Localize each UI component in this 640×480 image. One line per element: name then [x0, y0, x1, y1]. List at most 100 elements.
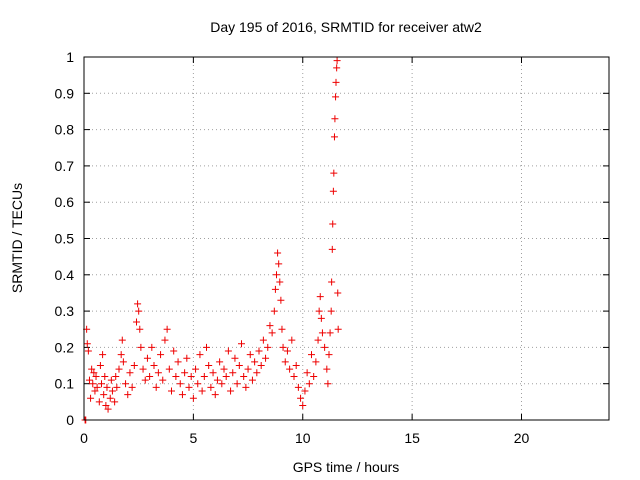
- data-point: [209, 369, 217, 377]
- data-point: [328, 245, 336, 253]
- data-point: [91, 387, 99, 395]
- data-point: [90, 369, 98, 377]
- data-point: [317, 314, 325, 322]
- data-point: [224, 347, 232, 355]
- data-point: [332, 93, 340, 101]
- y-tick-label: 0.1: [55, 376, 75, 392]
- data-point: [323, 365, 331, 373]
- y-tick-label: 0.5: [55, 231, 75, 247]
- y-tick-label: 0.2: [55, 339, 75, 355]
- data-point: [334, 325, 342, 333]
- y-tick-label: 0.7: [55, 158, 75, 174]
- data-point: [286, 365, 294, 373]
- data-point: [152, 383, 160, 391]
- data-point: [154, 369, 162, 377]
- data-point: [119, 358, 127, 366]
- data-point: [220, 365, 228, 373]
- data-point: [218, 380, 226, 388]
- data-point: [168, 387, 175, 395]
- y-tick-label: 0: [66, 412, 74, 428]
- data-point: [303, 369, 311, 377]
- y-tick-label: 0.9: [55, 85, 75, 101]
- data-point: [126, 369, 134, 377]
- data-point: [205, 362, 213, 370]
- data-point: [315, 307, 323, 315]
- data-point: [334, 289, 342, 297]
- data-point: [122, 380, 130, 388]
- data-point: [271, 285, 279, 293]
- data-point: [124, 391, 132, 399]
- data-point: [270, 307, 278, 315]
- data-point: [95, 398, 103, 406]
- data-point: [194, 380, 202, 388]
- data-point: [172, 372, 180, 380]
- data-point: [318, 329, 326, 337]
- data-point: [266, 322, 274, 330]
- data-point: [327, 307, 335, 315]
- data-point: [89, 380, 97, 388]
- data-point: [275, 260, 283, 268]
- data-point: [332, 78, 340, 86]
- data-point: [213, 376, 221, 384]
- data-point: [253, 369, 261, 377]
- data-point: [330, 169, 338, 177]
- data-point: [211, 391, 219, 399]
- data-point: [107, 376, 115, 384]
- data-point: [88, 365, 96, 373]
- data-point: [324, 380, 332, 388]
- data-point: [235, 362, 243, 370]
- x-tick-label: 5: [189, 430, 197, 446]
- y-tick-label: 0.6: [55, 194, 75, 210]
- data-point: [96, 362, 104, 370]
- data-point: [118, 336, 126, 344]
- data-point: [305, 380, 313, 388]
- data-point: [326, 329, 334, 337]
- data-point: [299, 401, 307, 409]
- chart-title: Day 195 of 2016, SRMTID for receiver atw…: [210, 19, 482, 35]
- data-point: [115, 365, 123, 373]
- y-tick-label: 0.4: [55, 267, 75, 283]
- data-point: [104, 405, 112, 413]
- data-point: [257, 362, 265, 370]
- data-point: [174, 358, 182, 366]
- data-point: [308, 351, 315, 359]
- data-point: [108, 387, 116, 395]
- data-point: [273, 271, 280, 279]
- data-point: [176, 380, 184, 388]
- data-point: [98, 380, 105, 388]
- y-axis-title: SRMTID / TECUs: [9, 183, 25, 293]
- data-point: [136, 325, 144, 333]
- data-point: [139, 365, 147, 373]
- data-point: [150, 362, 158, 370]
- data-point: [292, 362, 300, 370]
- data-point: [128, 383, 136, 391]
- data-point: [297, 394, 305, 402]
- data-point: [301, 387, 309, 395]
- data-point: [203, 343, 210, 351]
- data-marks: [81, 57, 342, 424]
- data-point: [328, 278, 336, 286]
- y-tick-label: 1: [66, 49, 74, 65]
- data-point: [92, 372, 100, 380]
- data-point: [264, 343, 272, 351]
- data-point: [227, 387, 235, 395]
- data-point: [159, 376, 167, 384]
- data-point: [276, 278, 284, 286]
- data-point: [255, 347, 263, 355]
- data-point: [135, 307, 143, 315]
- data-point: [281, 358, 289, 366]
- data-point: [148, 343, 156, 351]
- data-point: [240, 372, 248, 380]
- data-point: [251, 358, 259, 366]
- data-point: [238, 340, 245, 348]
- plot-frame: [83, 56, 610, 421]
- data-point: [101, 372, 109, 380]
- data-point: [274, 249, 282, 257]
- data-point: [279, 343, 287, 351]
- data-point: [183, 354, 191, 362]
- x-tick-label: 10: [295, 430, 311, 446]
- data-point: [333, 64, 341, 72]
- data-point: [130, 362, 138, 370]
- data-point: [170, 347, 178, 355]
- data-point: [134, 300, 142, 308]
